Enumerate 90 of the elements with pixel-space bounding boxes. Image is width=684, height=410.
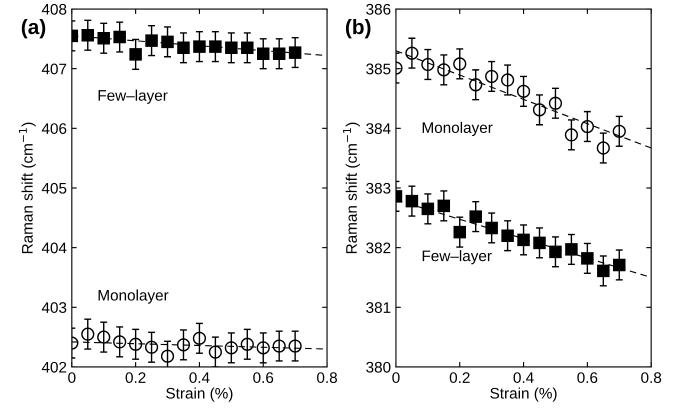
point <box>192 332 206 345</box>
point <box>272 339 286 353</box>
point <box>469 78 482 92</box>
point <box>288 46 302 59</box>
series-label: Few–layer <box>422 250 492 264</box>
point <box>129 338 142 351</box>
point <box>549 246 562 258</box>
text: (b) <box>346 18 370 38</box>
point <box>113 30 126 44</box>
x-tick-label: 0 <box>392 372 400 384</box>
y-tick-label: 408 <box>42 4 66 15</box>
y-axis-title: Raman shift (cm$^{−1}$) <box>18 122 36 254</box>
point <box>209 40 222 53</box>
point <box>225 42 238 54</box>
point <box>97 32 110 44</box>
x-axis-title: Strain (%) <box>490 387 557 402</box>
point <box>485 222 498 234</box>
point <box>224 341 238 354</box>
y-tick-label: 405 <box>42 182 66 194</box>
point <box>144 340 158 354</box>
x-tick-label: 0.4 <box>514 372 534 384</box>
series-label: Monolayer <box>98 289 168 304</box>
y-tick-label: 404 <box>42 242 67 254</box>
point <box>97 330 110 344</box>
point <box>405 46 418 60</box>
x-axis-title: Strain (%) <box>166 387 232 402</box>
point <box>469 210 482 223</box>
point <box>581 252 594 265</box>
point <box>517 234 530 246</box>
point <box>177 42 190 54</box>
point <box>453 57 466 70</box>
point <box>208 345 222 359</box>
point <box>580 120 594 134</box>
point <box>516 84 530 98</box>
point <box>176 338 190 352</box>
y-tick-label: 381 <box>366 302 390 313</box>
x-tick-label: 0.6 <box>577 372 598 384</box>
text: Monolayer <box>422 122 493 136</box>
point <box>256 48 270 60</box>
text: Few–layer <box>98 90 168 104</box>
point <box>193 40 206 53</box>
x-tick-label: 0.4 <box>189 372 210 384</box>
y-tick-label: 386 <box>366 4 390 15</box>
y-tick-label: 382 <box>366 242 390 254</box>
point <box>597 264 610 278</box>
y-tick-label: 407 <box>42 64 66 74</box>
point <box>272 48 286 60</box>
x-tick-label: 0.8 <box>641 372 662 384</box>
point <box>532 103 546 116</box>
x-tick-label: 0.8 <box>317 372 337 384</box>
point <box>596 141 610 155</box>
point <box>256 341 270 354</box>
point <box>454 226 466 238</box>
point <box>288 339 302 353</box>
point <box>613 258 626 272</box>
point <box>501 229 514 242</box>
point <box>501 73 514 87</box>
y-tick-label: 403 <box>42 302 66 313</box>
y-tick-label: 380 <box>366 362 390 373</box>
point <box>533 236 546 250</box>
point <box>548 96 562 110</box>
point <box>485 70 498 84</box>
x-tick-label: 0.2 <box>450 372 470 384</box>
y-tick-label: 384 <box>366 123 391 134</box>
point <box>161 36 174 48</box>
point <box>241 42 254 54</box>
point <box>437 63 450 76</box>
y-tick-label: 402 <box>42 362 66 373</box>
y-tick-label: 383 <box>366 182 390 194</box>
point <box>564 128 578 142</box>
point <box>81 328 94 341</box>
text: (a) <box>22 18 46 38</box>
point <box>129 48 142 61</box>
point <box>612 124 626 138</box>
point <box>82 29 94 42</box>
y-tick-label: 385 <box>366 64 390 74</box>
point <box>113 335 126 348</box>
point <box>160 350 174 363</box>
y-axis-title: Raman shift (cm$^{−1}$) <box>343 122 360 254</box>
x-tick-label: 0 <box>68 372 76 384</box>
point <box>421 58 434 72</box>
y-tick-label: 406 <box>42 123 66 134</box>
point <box>422 202 434 216</box>
point <box>438 200 450 212</box>
x-tick-label: 0.6 <box>253 372 274 384</box>
point <box>406 194 418 208</box>
point <box>145 34 158 47</box>
point <box>240 338 254 351</box>
x-tick-label: 0.2 <box>126 372 146 384</box>
point <box>565 243 578 256</box>
